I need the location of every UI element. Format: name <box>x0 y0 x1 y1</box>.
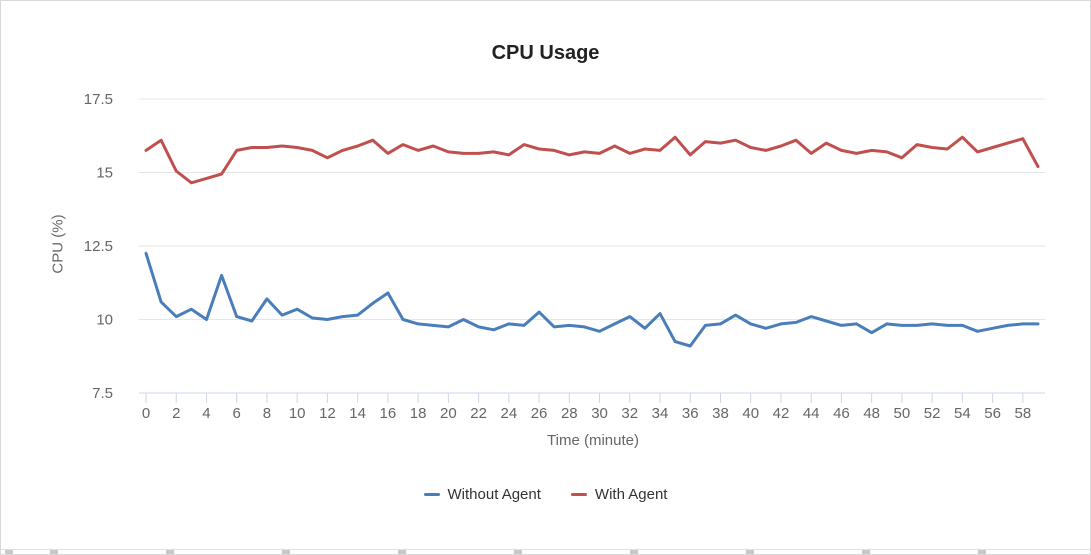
x-tick-label-22: 22 <box>470 405 487 422</box>
x-tick-label-28: 28 <box>561 405 578 422</box>
y-axis-title: CPU (%) <box>49 214 67 274</box>
bottom-ruler-edge <box>1 549 1090 554</box>
x-tick-label-46: 46 <box>833 405 850 422</box>
x-tick-label-56: 56 <box>984 405 1001 422</box>
x-tick-label-24: 24 <box>500 405 517 422</box>
x-axis-title: Time (minute) <box>547 432 639 449</box>
x-tick-label-16: 16 <box>380 405 397 422</box>
legend-label-with-agent: With Agent <box>594 486 668 503</box>
y-tick-label-15: 15 <box>96 165 113 182</box>
x-tick-label-8: 8 <box>263 405 271 422</box>
x-tick-label-40: 40 <box>742 405 759 422</box>
without-agent-line-swatch-icon <box>423 493 440 496</box>
x-tick-label-18: 18 <box>410 405 427 422</box>
x-tick-label-44: 44 <box>803 405 820 422</box>
series-line-with-agent <box>144 135 1040 185</box>
x-tick-label-10: 10 <box>289 405 306 422</box>
legend-label-without-agent: Without Agent <box>447 486 541 503</box>
x-tick-label-0: 0 <box>142 405 150 422</box>
x-tick-label-38: 38 <box>712 405 729 422</box>
x-tick-label-36: 36 <box>682 405 699 422</box>
y-tick-label-12.5: 12.5 <box>84 238 113 255</box>
series-line-without-agent <box>144 251 1040 348</box>
y-tick-label-10: 10 <box>96 312 113 329</box>
x-tick-label-30: 30 <box>591 405 608 422</box>
x-tick-label-34: 34 <box>652 405 669 422</box>
x-tick-label-12: 12 <box>319 405 336 422</box>
x-tick-label-48: 48 <box>863 405 880 422</box>
x-tick-label-58: 58 <box>1015 405 1032 422</box>
x-tick-label-20: 20 <box>440 405 457 422</box>
x-tick-label-6: 6 <box>233 405 241 422</box>
x-tick-label-50: 50 <box>894 405 911 422</box>
x-tick-label-4: 4 <box>202 405 210 422</box>
x-tick-label-54: 54 <box>954 405 971 422</box>
x-tick-label-32: 32 <box>621 405 638 422</box>
with-agent-line-swatch-icon <box>570 493 587 496</box>
x-tick-label-26: 26 <box>531 405 548 422</box>
x-tick-label-52: 52 <box>924 405 941 422</box>
legend-item-with-agent[interactable]: With Agent <box>570 486 668 503</box>
y-tick-label-17.5: 17.5 <box>84 91 113 108</box>
x-tick-label-42: 42 <box>773 405 790 422</box>
x-tick-label-2: 2 <box>172 405 180 422</box>
legend-item-without-agent[interactable]: Without Agent <box>423 486 541 503</box>
legend: Without Agent With Agent <box>1 486 1090 503</box>
x-tick-label-14: 14 <box>349 405 366 422</box>
chart-title: CPU Usage <box>491 42 600 64</box>
y-tick-label-7.5: 7.5 <box>92 385 113 402</box>
